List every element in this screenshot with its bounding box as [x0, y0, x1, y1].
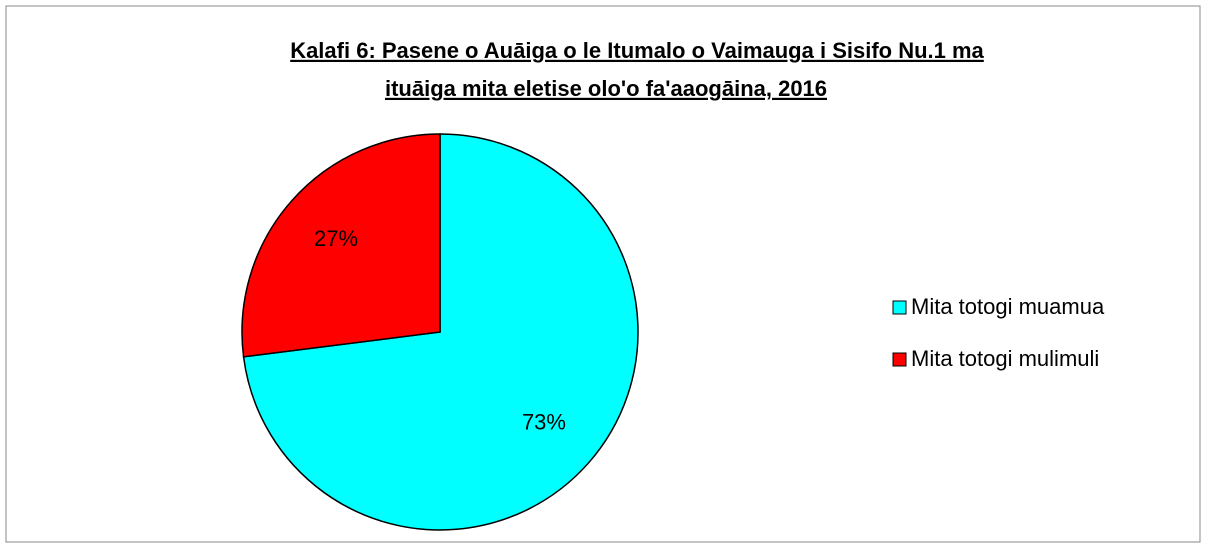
pie-slice — [241, 133, 441, 358]
legend-swatch — [892, 352, 907, 367]
data-label: 73% — [522, 409, 566, 434]
legend-label: Mita totogi mulimuli — [911, 346, 1099, 371]
chart-title: Kalafi 6: Pasene o Auāiga o le Itumalo o… — [290, 38, 984, 63]
pie-slice — [242, 133, 639, 531]
data-label: 27% — [314, 226, 358, 251]
legend-swatch — [892, 300, 907, 315]
legend-label: Mita totogi muamua — [911, 294, 1105, 319]
chart-title: ituāiga mita eletise olo'o fa'aaogāina, … — [385, 76, 827, 101]
